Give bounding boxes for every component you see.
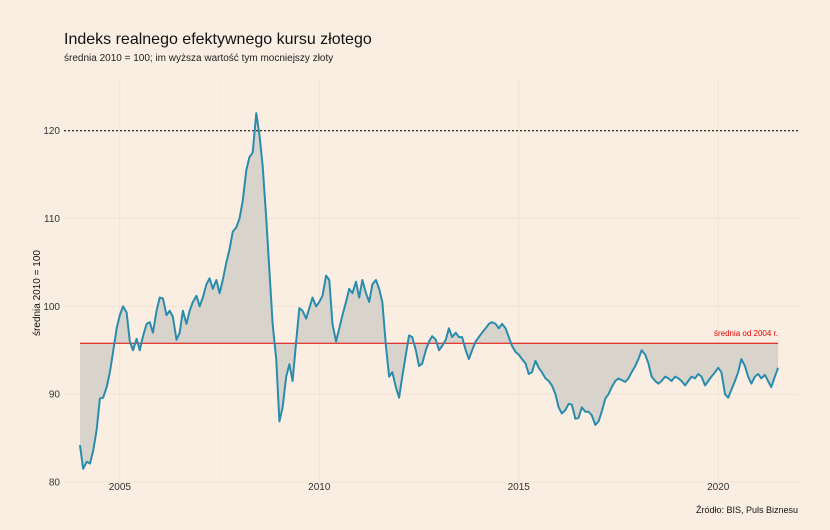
y-axis-label: średnia 2010 = 100 bbox=[32, 250, 43, 336]
series-line bbox=[78, 112, 779, 470]
area-layer bbox=[79, 113, 779, 469]
chart-caption: Źródło: BIS, Puls Biznesu bbox=[696, 505, 798, 515]
reference-line-label: średnia od 2004 r. bbox=[714, 329, 778, 338]
grid bbox=[64, 78, 798, 483]
x-tick-label: 2005 bbox=[109, 482, 132, 493]
deviation-area bbox=[79, 113, 779, 469]
x-tick-label: 2020 bbox=[707, 482, 730, 493]
chart-subtitle: średnia 2010 = 100; im wyższa wartość ty… bbox=[64, 53, 333, 64]
x-tick-label: 2010 bbox=[308, 482, 331, 493]
chart-title: Indeks realnego efektywnego kursu złoteg… bbox=[64, 31, 372, 48]
y-tick-label: 80 bbox=[49, 478, 61, 489]
y-axis-ticks: 80 90 100 110 120 bbox=[43, 126, 60, 488]
y-tick-label: 100 bbox=[43, 302, 60, 313]
x-axis-ticks: 2005 2010 2015 2020 bbox=[109, 482, 730, 493]
y-tick-label: 90 bbox=[49, 390, 61, 401]
y-tick-label: 110 bbox=[44, 214, 60, 225]
x-tick-label: 2015 bbox=[508, 482, 531, 493]
line-layer bbox=[78, 112, 779, 470]
y-tick-label: 120 bbox=[43, 126, 60, 137]
